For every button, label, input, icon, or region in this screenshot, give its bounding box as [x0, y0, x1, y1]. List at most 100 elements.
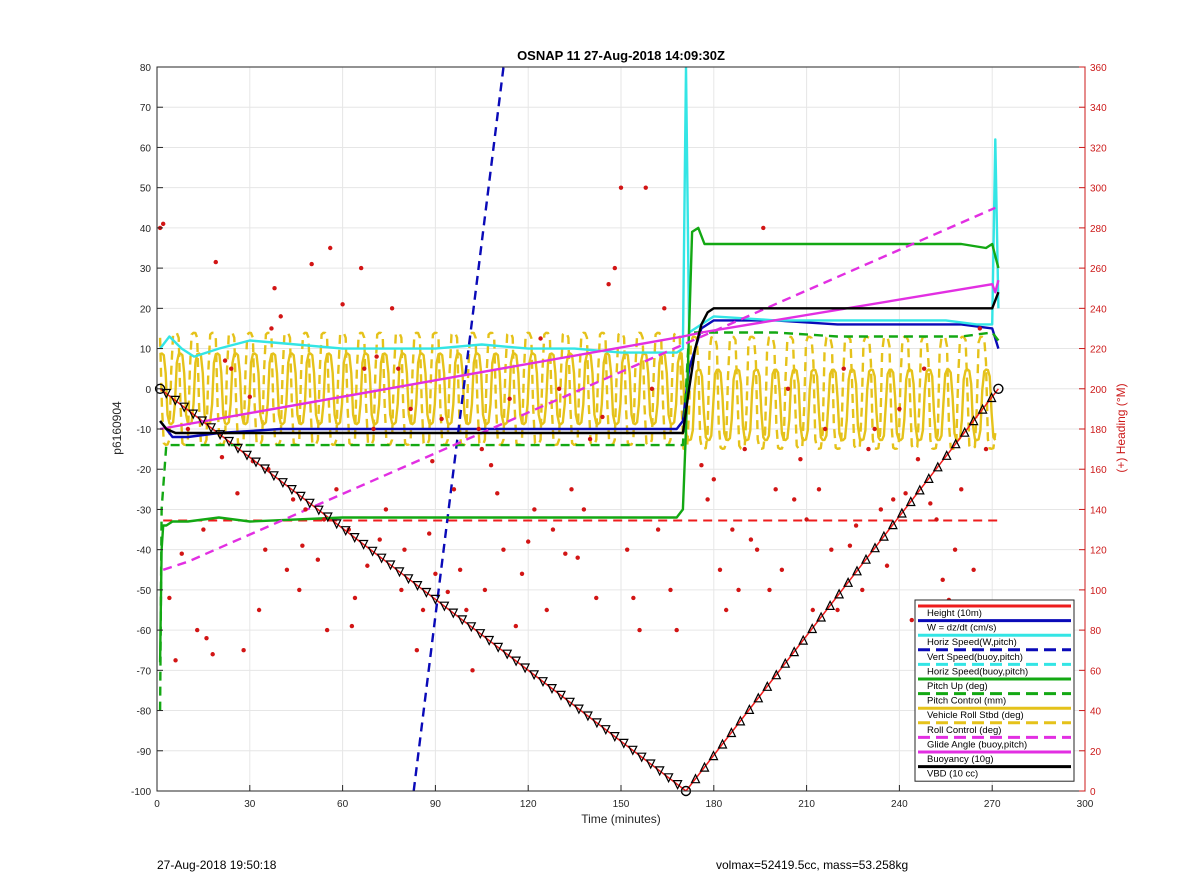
profile-marker — [654, 766, 665, 777]
heading-point — [358, 265, 364, 271]
heading-point — [544, 607, 549, 613]
y-right-tick-label: 120 — [1090, 546, 1107, 557]
heading-point — [526, 539, 531, 544]
x-tick-label: 30 — [244, 799, 256, 810]
profile-marker — [735, 715, 746, 726]
heading-point — [374, 354, 379, 359]
profile-marker — [376, 553, 387, 564]
profile-marker — [197, 416, 208, 427]
y-right-tick-label: 320 — [1090, 143, 1107, 154]
y-tick-label: -100 — [131, 787, 151, 798]
heading-point — [433, 571, 438, 576]
heading-point — [222, 358, 228, 363]
heading-point — [328, 245, 333, 251]
heading-point — [606, 282, 611, 287]
heading-point — [513, 623, 519, 629]
y-tick-label: -10 — [137, 425, 152, 436]
heading-point — [479, 446, 484, 452]
y-tick-label: -40 — [137, 546, 152, 557]
profile-marker — [430, 594, 441, 605]
heading-point — [349, 623, 355, 629]
y-right-tick-label: 200 — [1090, 385, 1107, 396]
profile-marker — [573, 704, 584, 715]
heading-point — [507, 396, 512, 402]
y-right-tick-label: 300 — [1090, 184, 1107, 195]
profile-marker — [618, 738, 629, 749]
legend-label: Buoyancy (10g) — [927, 754, 994, 765]
profile-marker — [690, 773, 701, 784]
x-tick-label: 60 — [337, 799, 349, 810]
heading-point — [470, 668, 475, 673]
profile-marker — [762, 680, 773, 691]
heading-point — [785, 386, 791, 391]
profile-marker — [286, 485, 297, 495]
profile-marker — [600, 725, 611, 736]
profile-marker — [950, 438, 961, 449]
heading-point — [674, 627, 679, 633]
y-right-tick-label: 100 — [1090, 586, 1107, 597]
heading-point — [464, 607, 469, 613]
y-right-tick-label: 80 — [1090, 626, 1102, 637]
y-right-tick-label: 60 — [1090, 666, 1102, 677]
heading-point — [457, 567, 463, 572]
heading-point — [940, 577, 945, 583]
profile-marker — [753, 692, 764, 703]
profile-marker — [887, 519, 898, 530]
x-tick-label: 270 — [984, 799, 1001, 810]
y-tick-label: -80 — [137, 707, 152, 718]
x-tick-label: 180 — [705, 799, 722, 810]
profile-marker — [878, 530, 889, 541]
heading-point — [556, 386, 562, 391]
heading-point — [977, 326, 983, 331]
profile-marker — [636, 752, 647, 763]
x-axis: 0 30 60 90 120 150 180 210 240 270 300 — [154, 785, 1094, 810]
series-line — [162, 206, 996, 571]
profile-marker — [224, 436, 235, 447]
heading-point — [324, 627, 330, 633]
x-tick-label: 240 — [891, 799, 908, 810]
heading-point — [173, 658, 178, 663]
heading-point — [853, 523, 859, 528]
profile-marker — [798, 634, 809, 645]
legend-label: Vert Speed(buoy,pitch) — [927, 652, 1023, 663]
heading-point — [600, 414, 605, 420]
profile-marker — [538, 677, 548, 688]
y-tick-label: 0 — [145, 385, 151, 396]
heading-point — [427, 531, 432, 536]
heading-point — [179, 551, 184, 556]
profile-marker — [672, 779, 683, 790]
y-right-tick-label: 340 — [1090, 103, 1107, 114]
heading-point — [195, 627, 200, 633]
heading-point — [798, 456, 803, 462]
legend-label: Glide Angle (buoy,pitch) — [927, 739, 1027, 750]
y-tick-label: -70 — [137, 666, 152, 677]
profile-marker — [277, 478, 288, 489]
x-tick-label: 120 — [520, 799, 537, 810]
heading-point — [754, 547, 760, 552]
profile-marker — [529, 670, 540, 681]
heading-point — [167, 595, 172, 601]
legend-label: Pitch Up (deg) — [927, 681, 988, 692]
profile-marker — [645, 759, 656, 770]
heading-point — [482, 587, 488, 593]
heading-point — [297, 587, 302, 593]
profile-marker — [421, 587, 432, 598]
profile-marker — [744, 704, 755, 715]
chart-title: OSNAP 11 27-Aug-2018 14:09:30Z — [517, 48, 725, 63]
heading-point — [971, 567, 976, 572]
profile-marker — [914, 484, 925, 495]
legend-label: W = dz/dt (cm/s) — [927, 623, 996, 634]
heading-point — [256, 607, 262, 613]
profile-marker — [358, 539, 369, 550]
heading-point — [315, 557, 321, 562]
profile-marker — [313, 505, 324, 516]
heading-point — [822, 426, 828, 432]
heading-point — [532, 507, 537, 512]
heading-point — [934, 517, 939, 522]
profile-marker — [843, 576, 854, 587]
profile-marker — [968, 415, 979, 426]
y-tick-label: 20 — [140, 304, 152, 315]
series-line — [159, 319, 1000, 439]
profile-marker — [663, 773, 674, 784]
y-right-tick-label: 160 — [1090, 465, 1107, 476]
